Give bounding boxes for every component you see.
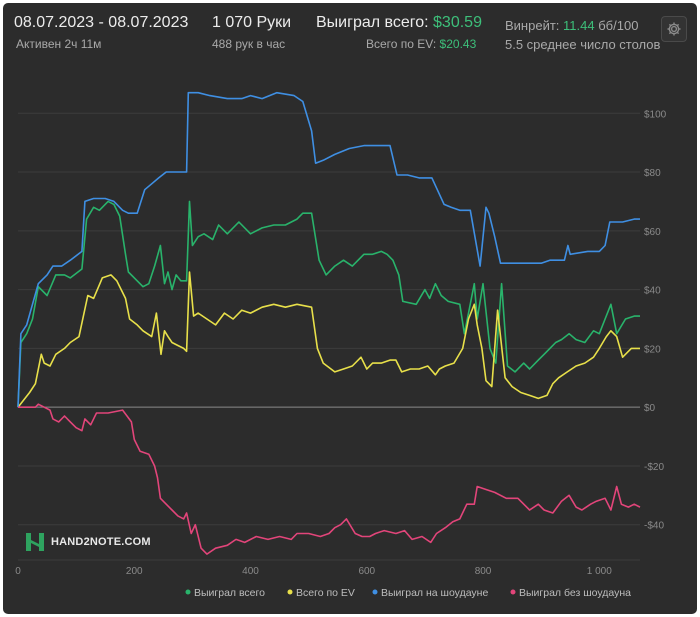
chart-legend: Выиграл всего Всего по EV Выиграл на шоуда… <box>185 587 631 599</box>
y-axis-ticks: -$40 -$20 $0 $20 $40 $60 $80 $100 <box>644 109 667 531</box>
ev-total: Всего по EV: $20.43 <box>366 37 476 51</box>
series-line <box>17 271 640 408</box>
hand2note-logo-icon <box>26 533 44 551</box>
x-tick-label: 200 <box>126 566 143 577</box>
average-tables: 5.5 среднее число столов <box>505 37 661 52</box>
won-total-label: Выиграл всего: <box>316 14 429 31</box>
active-time: Активен 2ч 11м <box>16 37 102 51</box>
legend-marker <box>287 589 293 595</box>
ev-total-value: $20.43 <box>439 37 477 51</box>
legend-marker <box>185 589 191 595</box>
legend-marker <box>510 589 516 595</box>
settings-button[interactable] <box>661 16 687 42</box>
hand2note-logo: HAND2NOTE.COM <box>25 532 151 552</box>
y-tick-label: $20 <box>644 344 661 355</box>
gear-icon <box>667 22 681 36</box>
x-tick-label: 0 <box>15 566 21 577</box>
y-tick-label: $40 <box>644 286 661 297</box>
won-total-value: $30.59 <box>433 14 482 31</box>
x-tick-label: 600 <box>358 566 375 577</box>
winrate-value: 11.44 <box>563 18 595 33</box>
series-line <box>17 200 640 408</box>
stats-panel <box>3 3 697 614</box>
date-range: 08.07.2023 - 08.07.2023 <box>14 14 189 31</box>
chart-grid <box>18 112 640 561</box>
legend-label: Выиграл всего <box>194 587 265 599</box>
legend-label: Всего по EV <box>296 587 355 599</box>
winrate-label: Винрейт: <box>505 18 560 33</box>
y-tick-label: $60 <box>644 227 661 238</box>
hand2note-logo-text: HAND2NOTE.COM <box>51 536 151 548</box>
winrate: Винрейт: 11.44 бб/100 <box>505 18 638 33</box>
legend-label: Выиграл без шоудауна <box>519 587 631 599</box>
hands-per-hour: 488 рук в час <box>212 37 286 51</box>
y-tick-label: -$40 <box>644 521 664 532</box>
x-tick-label: 1 000 <box>587 566 612 577</box>
legend-label: Выиграл на шоудауне <box>381 587 488 599</box>
winrate-unit: бб/100 <box>598 18 639 33</box>
series-line <box>17 91 640 408</box>
won-total: Выиграл всего: $30.59 <box>316 14 482 32</box>
chart-lines <box>17 91 641 555</box>
series-line <box>18 403 641 555</box>
x-tick-label: 400 <box>242 566 259 577</box>
hands-count: 1 070 Руки <box>212 14 292 31</box>
x-tick-label: 800 <box>475 566 492 577</box>
y-tick-label: -$20 <box>644 462 664 473</box>
x-axis-ticks: 0 200 400 600 800 1 000 <box>15 566 612 577</box>
y-tick-label: $0 <box>644 403 656 414</box>
y-tick-label: $100 <box>644 109 667 120</box>
y-tick-label: $80 <box>644 168 661 179</box>
legend-marker <box>372 589 378 595</box>
ev-total-label: Всего по EV: <box>366 37 437 51</box>
